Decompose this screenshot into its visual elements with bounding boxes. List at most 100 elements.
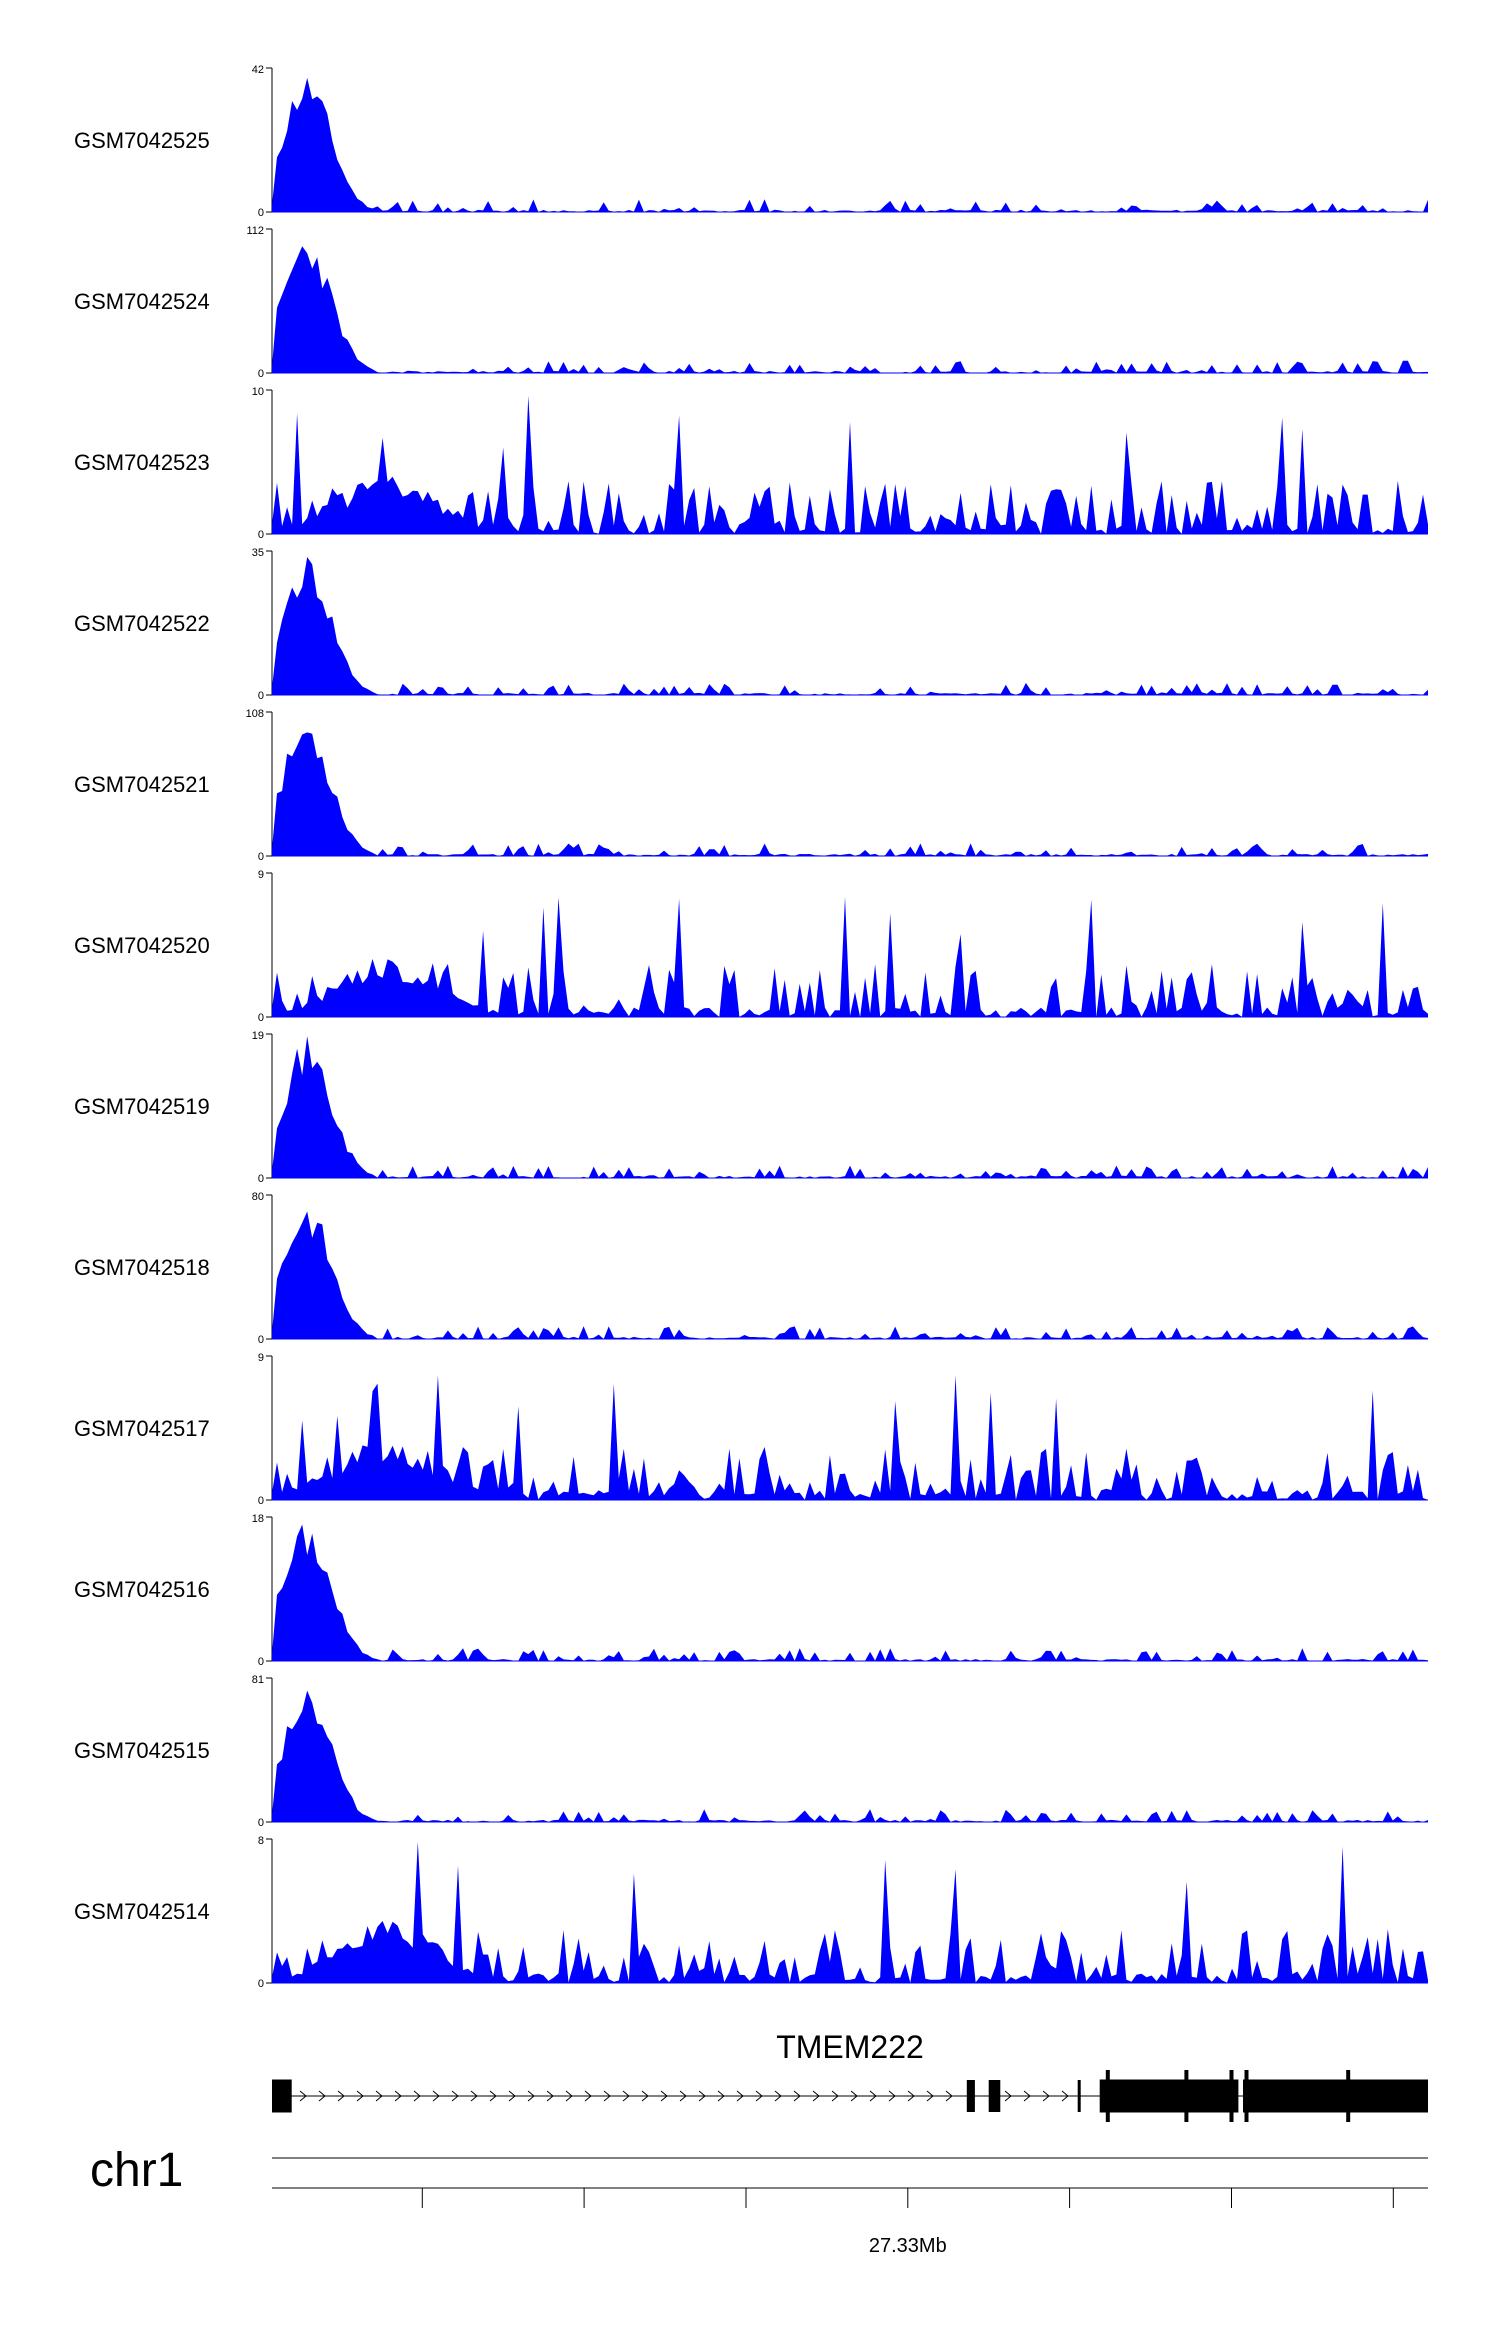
exon xyxy=(1099,2079,1239,2113)
track-coverage-area xyxy=(272,395,1428,534)
track-coverage-area xyxy=(272,77,1428,213)
strand-arrow xyxy=(869,2090,877,2102)
strand-arrow xyxy=(812,2090,820,2102)
exon xyxy=(1077,2080,1081,2112)
track-GSM7042517: GSM7042517 9 0 xyxy=(74,1352,1428,1507)
strand-arrow xyxy=(546,2090,554,2102)
strand-arrow xyxy=(299,2090,307,2102)
strand-arrow xyxy=(1004,2090,1012,2102)
track-ymax-label: 80 xyxy=(252,1191,264,1203)
strand-arrow xyxy=(907,2090,915,2102)
track-ymax-label: 42 xyxy=(252,64,264,76)
track-label: GSM7042518 xyxy=(74,1255,210,1280)
strand-arrow xyxy=(698,2090,706,2102)
track-GSM7042514: GSM7042514 8 0 xyxy=(74,1835,1428,1990)
track-ymax-label: 8 xyxy=(258,1835,264,1847)
track-ymin-label: 0 xyxy=(258,1495,264,1507)
strand-arrow xyxy=(945,2090,953,2102)
strand-arrow xyxy=(679,2090,687,2102)
track-GSM7042522: GSM7042522 35 0 xyxy=(74,547,1428,702)
track-coverage-area xyxy=(272,557,1428,695)
strand-arrow xyxy=(660,2090,668,2102)
strand-arrow xyxy=(394,2090,402,2102)
track-ymin-label: 0 xyxy=(258,1334,264,1346)
track-GSM7042521: GSM7042521 108 0 xyxy=(74,708,1428,863)
track-label: GSM7042517 xyxy=(74,1416,210,1441)
track-ymin-label: 0 xyxy=(258,851,264,863)
genomic-axis: 27.33Mb xyxy=(272,2157,1428,2257)
track-coverage-area xyxy=(272,246,1428,373)
track-ymax-label: 18 xyxy=(252,1513,264,1525)
axis-position-label: 27.33Mb xyxy=(869,2235,947,2257)
strand-arrow xyxy=(831,2090,839,2102)
gene-track: TMEM222 xyxy=(272,2029,1428,2122)
strand-arrow xyxy=(375,2090,383,2102)
track-label: GSM7042520 xyxy=(74,933,210,958)
strand-arrow xyxy=(755,2090,763,2102)
track-ymax-label: 35 xyxy=(252,547,264,559)
track-ymin-label: 0 xyxy=(258,1012,264,1024)
track-GSM7042519: GSM7042519 19 0 xyxy=(74,1030,1428,1185)
track-GSM7042525: GSM7042525 42 0 xyxy=(74,64,1428,219)
strand-arrow xyxy=(926,2090,934,2102)
strand-arrow xyxy=(603,2090,611,2102)
track-GSM7042520: GSM7042520 9 0 xyxy=(74,869,1428,1024)
strand-arrow xyxy=(1023,2090,1031,2102)
strand-arrow xyxy=(318,2090,326,2102)
track-label: GSM7042516 xyxy=(74,1577,210,1602)
track-label: GSM7042514 xyxy=(74,1899,210,1924)
track-ymax-label: 81 xyxy=(252,1674,264,1686)
track-GSM7042524: GSM7042524 112 0 xyxy=(74,225,1428,380)
track-ymin-label: 0 xyxy=(258,207,264,219)
strand-arrow xyxy=(736,2090,744,2102)
strand-arrow xyxy=(622,2090,630,2102)
track-coverage-area xyxy=(272,1375,1428,1500)
track-coverage-area xyxy=(272,732,1428,856)
exon xyxy=(272,2079,292,2113)
track-coverage-area xyxy=(272,1036,1428,1178)
strand-arrow xyxy=(1042,2090,1050,2102)
track-ymin-label: 0 xyxy=(258,368,264,380)
strand-arrow xyxy=(793,2090,801,2102)
strand-arrow xyxy=(451,2090,459,2102)
coverage-tracks: GSM7042525 42 0 GSM7042524 112 0 GSM7042523 10 0… xyxy=(74,64,1428,1990)
strand-arrow xyxy=(888,2090,896,2102)
track-coverage-area xyxy=(272,1524,1428,1661)
track-GSM7042516: GSM7042516 18 0 xyxy=(74,1513,1428,1668)
track-ymin-label: 0 xyxy=(258,1656,264,1668)
strand-arrow xyxy=(470,2090,478,2102)
track-ymax-label: 9 xyxy=(258,869,264,881)
exon xyxy=(1243,2079,1428,2113)
strand-arrow xyxy=(1061,2090,1069,2102)
gene-name-label: TMEM222 xyxy=(776,2029,924,2065)
strand-arrow xyxy=(717,2090,725,2102)
strand-arrow xyxy=(565,2090,573,2102)
track-label: GSM7042523 xyxy=(74,450,210,475)
track-ymax-label: 108 xyxy=(246,708,264,720)
track-ymax-label: 19 xyxy=(252,1030,264,1042)
track-ymin-label: 0 xyxy=(258,1817,264,1829)
track-label: GSM7042519 xyxy=(74,1094,210,1119)
track-ymax-label: 112 xyxy=(246,225,264,237)
track-label: GSM7042522 xyxy=(74,611,210,636)
track-ymax-label: 9 xyxy=(258,1352,264,1364)
track-GSM7042523: GSM7042523 10 0 xyxy=(74,386,1428,541)
track-coverage-area xyxy=(272,1690,1428,1822)
track-label: GSM7042525 xyxy=(74,128,210,153)
track-label: GSM7042521 xyxy=(74,772,210,797)
track-ymax-label: 10 xyxy=(252,386,264,398)
track-GSM7042515: GSM7042515 81 0 xyxy=(74,1674,1428,1829)
strand-arrow xyxy=(527,2090,535,2102)
strand-arrow xyxy=(508,2090,516,2102)
track-ymin-label: 0 xyxy=(258,529,264,541)
strand-arrow xyxy=(356,2090,364,2102)
track-coverage-area xyxy=(272,896,1428,1017)
track-coverage-area xyxy=(272,1841,1428,1983)
strand-arrow xyxy=(413,2090,421,2102)
track-label: GSM7042524 xyxy=(74,289,210,314)
track-ymin-label: 0 xyxy=(258,1978,264,1990)
strand-arrow xyxy=(850,2090,858,2102)
chromosome-label: chr1 xyxy=(90,2144,183,2197)
exon xyxy=(966,2080,975,2112)
